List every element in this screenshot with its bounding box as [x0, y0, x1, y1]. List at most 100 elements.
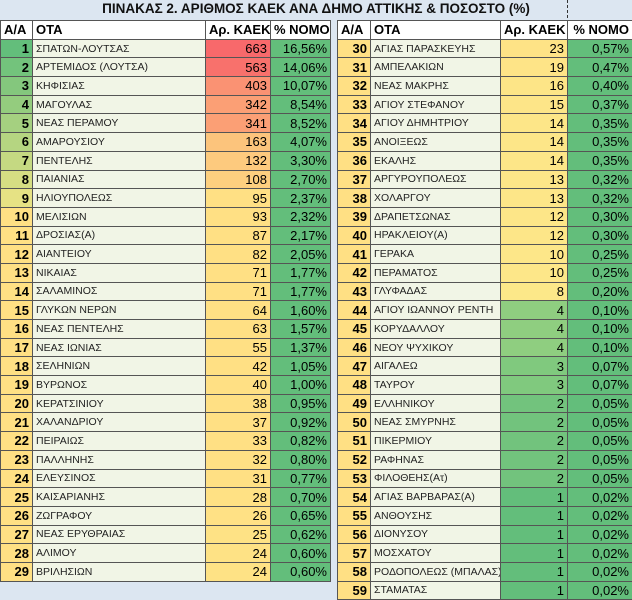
aa-cell: 2	[0, 57, 33, 78]
pct-value: 2,05%	[270, 244, 331, 264]
kaek-count: 37	[205, 412, 271, 433]
kaek-count: 13	[500, 188, 568, 208]
ota-name: ΜΑΓΟΥΛΑΣ	[32, 94, 206, 115]
pct-value: 14,06%	[270, 57, 331, 78]
kaek-count: 2	[500, 393, 568, 414]
ota-name: ΑΡΤΕΜΙΔΟΣ (ΛΟΥΤΣΑ)	[32, 57, 206, 78]
kaek-count: 31	[205, 468, 271, 489]
aa-cell: 6	[0, 132, 33, 152]
aa-cell: 35	[337, 132, 371, 152]
ota-name: ΓΕΡΑΚΑ	[370, 244, 501, 264]
table-row: 56 ΔΙΟΝΥΣΟΥ 1 0,02%	[337, 524, 632, 545]
pct-value: 0,05%	[567, 468, 632, 489]
table-row: 43 ΓΛΥΦΑΔΑΣ 8 0,20%	[337, 281, 632, 302]
pct-value: 1,37%	[270, 337, 331, 358]
header-kaek: Αρ. ΚΑΕΚ	[205, 20, 271, 40]
ota-name: ΦΙΛΟΘΕΗΣ(Ατ)	[370, 468, 501, 489]
aa-cell: 41	[337, 244, 371, 264]
ota-name: ΝΕΑΣ ΣΜΥΡΝΗΣ	[370, 412, 501, 433]
ota-name: ΠΕΝΤΕΛΗΣ	[32, 150, 206, 171]
aa-cell: 18	[0, 356, 33, 377]
ota-name: ΠΕΙΡΑΙΩΣ	[32, 431, 206, 451]
aa-cell: 44	[337, 300, 371, 320]
pct-value: 0,80%	[270, 449, 331, 470]
pct-value: 0,62%	[270, 524, 331, 545]
aa-cell: 25	[0, 487, 33, 507]
kaek-count: 82	[205, 244, 271, 264]
kaek-count: 1	[500, 487, 568, 507]
pct-value: 0,07%	[567, 375, 632, 395]
kaek-count: 63	[205, 319, 271, 339]
table-row: 34 ΑΓΙΟΥ ΔΗΜΗΤΡΙΟΥ 14 0,35%	[337, 113, 632, 134]
table-row: 54 ΑΓΙΑΣ ΒΑΡΒΑΡΑΣ(Α) 1 0,02%	[337, 487, 632, 507]
aa-cell: 31	[337, 57, 371, 78]
aa-cell: 22	[0, 431, 33, 451]
table-row: 36 ΕΚΑΛΗΣ 14 0,35%	[337, 150, 632, 171]
table-row: 14 ΣΑΛΑΜΙΝΟΣ 71 1,77%	[0, 281, 331, 302]
header-pct: % ΝΟΜΟ	[270, 20, 331, 40]
kaek-count: 25	[205, 524, 271, 545]
pct-value: 1,05%	[270, 356, 331, 377]
table-row: 53 ΦΙΛΟΘΕΗΣ(Ατ) 2 0,05%	[337, 468, 632, 489]
header-aa: Α/Α	[337, 20, 371, 40]
kaek-count: 71	[205, 281, 271, 302]
aa-cell: 53	[337, 468, 371, 489]
ota-name: ΔΡΟΣΙΑΣ(Α)	[32, 225, 206, 246]
kaek-count: 71	[205, 262, 271, 283]
table-row: 9 ΗΛΙΟΥΠΟΛΕΩΣ 95 2,37%	[0, 188, 331, 208]
aa-cell: 5	[0, 113, 33, 134]
ota-name: ΣΑΛΑΜΙΝΟΣ	[32, 281, 206, 302]
ota-name: ΤΑΥΡΟΥ	[370, 375, 501, 395]
ota-name: ΣΠΑΤΩΝ-ΛΟΥΤΣΑΣ	[32, 38, 206, 59]
kaek-count: 1	[500, 543, 568, 563]
kaek-count: 341	[205, 113, 271, 134]
kaek-count: 563	[205, 57, 271, 78]
kaek-count: 33	[205, 431, 271, 451]
pct-value: 8,52%	[270, 113, 331, 134]
pct-value: 0,02%	[567, 524, 632, 545]
table-row: 38 ΧΟΛΑΡΓΟΥ 13 0,32%	[337, 188, 632, 208]
ota-name: ΑΝΘΟΥΣΗΣ	[370, 505, 501, 526]
table-row: 21 ΧΑΛΑΝΔΡΙΟΥ 37 0,92%	[0, 412, 331, 433]
ota-name: ΚΕΡΑΤΣΙΝΙΟΥ	[32, 393, 206, 414]
pct-value: 0,35%	[567, 113, 632, 134]
table-row: 42 ΠΕΡΑΜΑΤΟΣ 10 0,25%	[337, 262, 632, 283]
pct-value: 1,57%	[270, 319, 331, 339]
ota-name: ΑΝΟΙΞΕΩΣ	[370, 132, 501, 152]
kaek-count: 14	[500, 113, 568, 134]
table-row: 45 ΚΟΡΥΔΑΛΛΟΥ 4 0,10%	[337, 319, 632, 339]
kaek-count: 1	[500, 524, 568, 545]
aa-cell: 54	[337, 487, 371, 507]
table-row: 44 ΑΓΙΟΥ ΙΩΑΝΝΟΥ ΡΕΝΤΗ 4 0,10%	[337, 300, 632, 320]
table-row: 24 ΕΛΕΥΣΙΝΟΣ 31 0,77%	[0, 468, 331, 489]
ota-name: ΧΟΛΑΡΓΟΥ	[370, 188, 501, 208]
table-left: Α/Α ΟΤΑ Αρ. ΚΑΕΚ % ΝΟΜΟ 1 ΣΠΑΤΩΝ-ΛΟΥΤΣΑΣ 6…	[0, 20, 331, 582]
kaek-count: 1	[500, 561, 568, 582]
kaek-count: 4	[500, 319, 568, 339]
table-row: 52 ΡΑΦΗΝΑΣ 2 0,05%	[337, 449, 632, 470]
aa-cell: 11	[0, 225, 33, 246]
pct-value: 0,02%	[567, 543, 632, 563]
ota-name: ΠΙΚΕΡΜΙΟΥ	[370, 431, 501, 451]
table-row: 29 ΒΡΙΛΗΣΙΩΝ 24 0,60%	[0, 561, 331, 582]
table-right: Α/Α ΟΤΑ Αρ. ΚΑΕΚ % ΝΟΜΟ 30 ΑΓΙΑΣ ΠΑΡΑΣΚΕΥ…	[337, 20, 632, 600]
ota-name: ΔΙΟΝΥΣΟΥ	[370, 524, 501, 545]
table-row: 1 ΣΠΑΤΩΝ-ΛΟΥΤΣΑΣ 663 16,56%	[0, 38, 331, 59]
table-row: 57 ΜΟΣΧΑΤΟΥ 1 0,02%	[337, 543, 632, 563]
ota-name: ΑΙΑΝΤΕΙΟΥ	[32, 244, 206, 264]
table-row: 2 ΑΡΤΕΜΙΔΟΣ (ΛΟΥΤΣΑ) 563 14,06%	[0, 57, 331, 78]
pct-value: 0,35%	[567, 150, 632, 171]
kaek-count: 663	[205, 38, 271, 59]
kaek-count: 13	[500, 169, 568, 190]
table-row: 50 ΝΕΑΣ ΣΜΥΡΝΗΣ 2 0,05%	[337, 412, 632, 433]
kaek-count: 163	[205, 132, 271, 152]
table-row: 27 ΝΕΑΣ ΕΡΥΘΡΑΙΑΣ 25 0,62%	[0, 524, 331, 545]
kaek-count: 4	[500, 337, 568, 358]
kaek-count: 32	[205, 449, 271, 470]
ota-name: ΑΜΑΡΟΥΣΙΟΥ	[32, 132, 206, 152]
ota-name: ΔΡΑΠΕΤΣΩΝΑΣ	[370, 206, 501, 227]
table-row: 8 ΠΑΙΑΝΙΑΣ 108 2,70%	[0, 169, 331, 190]
ota-name: ΓΛΥΚΩΝ ΝΕΡΩΝ	[32, 300, 206, 320]
kaek-count: 12	[500, 225, 568, 246]
kaek-count: 23	[500, 38, 568, 59]
